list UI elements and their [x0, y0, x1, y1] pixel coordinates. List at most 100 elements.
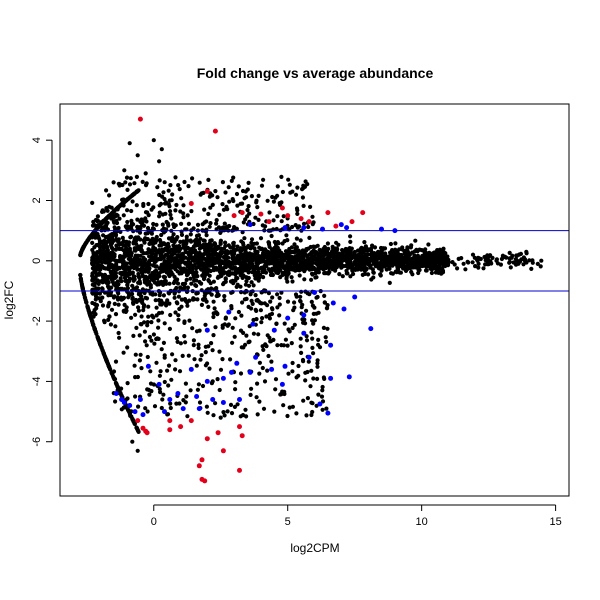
gene-point	[107, 300, 112, 305]
gene-point	[372, 260, 377, 265]
gene-point	[298, 294, 303, 299]
gene-point	[211, 314, 216, 320]
gene-point	[307, 235, 312, 240]
gene-point	[136, 305, 141, 310]
gene-point	[231, 198, 236, 204]
gene-point	[137, 358, 142, 363]
gene-point	[280, 389, 285, 394]
gene-point	[301, 256, 306, 261]
gene-point	[238, 246, 243, 251]
gene-point	[517, 252, 522, 257]
gene-point	[157, 293, 162, 298]
gene-point	[143, 216, 148, 221]
gene-point	[182, 297, 188, 302]
gene-point	[191, 274, 197, 280]
gene-point	[211, 247, 216, 252]
gene-point	[286, 268, 291, 273]
gene-point	[320, 388, 325, 393]
gene-point	[311, 321, 316, 326]
gene-point	[126, 256, 131, 261]
gene-point	[127, 267, 132, 272]
gene-point	[179, 221, 184, 226]
gene-point	[173, 310, 178, 315]
gene-point	[156, 318, 161, 323]
gene-point	[272, 409, 277, 414]
gene-point	[181, 268, 186, 273]
gene-point	[177, 401, 182, 406]
gene-point	[243, 282, 248, 287]
blue-point	[137, 397, 143, 402]
gene-point	[158, 201, 164, 206]
gene-point	[230, 278, 235, 283]
gene-point	[135, 448, 140, 453]
gene-point	[260, 259, 265, 264]
gene-point	[182, 179, 187, 185]
gene-point	[147, 334, 152, 340]
gene-point	[162, 242, 168, 247]
gene-point	[246, 263, 252, 268]
gene-point	[179, 196, 184, 201]
gene-point	[132, 191, 137, 196]
gene-point	[107, 314, 112, 319]
gene-point	[180, 252, 185, 257]
gene-point	[143, 257, 148, 262]
gene-point	[95, 250, 100, 255]
gene-point	[164, 268, 169, 273]
gene-point	[239, 313, 244, 318]
gene-point	[145, 323, 150, 328]
gene-point	[176, 183, 181, 188]
gene-point	[218, 246, 223, 251]
gene-point	[147, 262, 152, 267]
gene-point	[159, 310, 165, 315]
gene-point	[99, 221, 104, 226]
gene-point	[179, 256, 184, 261]
gene-point	[268, 259, 273, 264]
x-tick-label: 0	[151, 516, 157, 528]
gene-point	[255, 266, 261, 271]
gene-point	[128, 413, 133, 418]
gene-point	[157, 386, 162, 392]
gene-point	[222, 294, 227, 299]
gene-point	[164, 248, 169, 253]
gene-point	[364, 246, 369, 251]
gene-point	[144, 296, 150, 301]
gene-point	[161, 392, 166, 397]
gene-point	[246, 243, 251, 248]
gene-point	[362, 240, 367, 245]
gene-point	[78, 276, 83, 281]
gene-point	[96, 260, 101, 265]
gene-point	[329, 250, 334, 255]
gene-point	[187, 260, 192, 265]
gene-point	[194, 259, 199, 264]
gene-point	[119, 297, 124, 302]
gene-point	[164, 219, 169, 225]
gene-point	[308, 204, 313, 209]
gene-point	[275, 343, 280, 348]
gene-point	[184, 277, 189, 282]
gene-point	[151, 221, 156, 227]
gene-point	[275, 184, 280, 189]
gene-point	[424, 261, 429, 266]
gene-point	[112, 208, 117, 214]
gene-point	[161, 340, 166, 345]
gene-point	[337, 272, 342, 277]
gene-point	[184, 394, 189, 399]
gene-point	[308, 267, 313, 272]
gene-point	[153, 253, 158, 259]
gene-point	[355, 255, 360, 260]
gene-point	[167, 326, 172, 331]
gene-point	[269, 359, 274, 364]
gene-point	[128, 176, 133, 181]
blue-point	[352, 294, 358, 300]
gene-point	[295, 258, 300, 263]
gene-point	[84, 300, 89, 305]
gene-point	[287, 182, 292, 187]
gene-point	[232, 251, 237, 256]
gene-point	[275, 257, 280, 262]
gene-point	[206, 177, 211, 182]
gene-point	[374, 257, 379, 262]
gene-point	[172, 264, 177, 269]
gene-point	[138, 257, 143, 263]
gene-point	[157, 192, 162, 198]
gene-point	[132, 181, 137, 186]
